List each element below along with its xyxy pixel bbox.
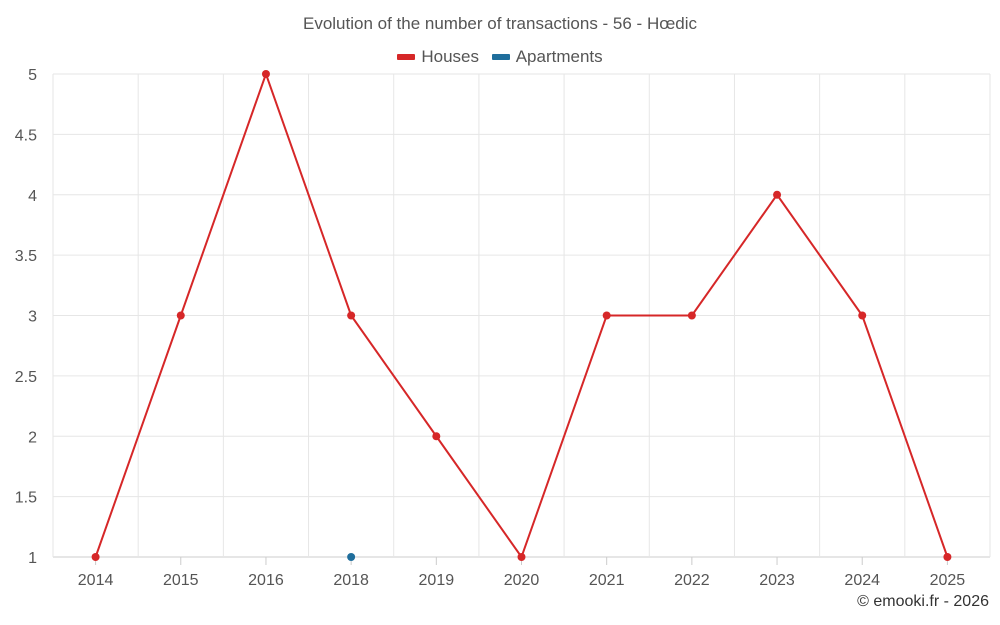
- x-tick-label: 2015: [163, 572, 199, 589]
- x-tick-label: 2018: [333, 572, 369, 589]
- series-houses: [91, 70, 952, 561]
- grid: [52, 73, 991, 558]
- y-tick-label: 1.5: [15, 490, 37, 507]
- x-tick-label: 2025: [930, 572, 966, 589]
- x-tick-label: 2022: [674, 572, 710, 589]
- series-apartments: [347, 553, 356, 561]
- y-tick-label: 2: [28, 429, 37, 446]
- legend: Houses Apartments: [0, 45, 1000, 67]
- legend-label-houses: Houses: [421, 47, 479, 66]
- data-point-houses[interactable]: [91, 553, 100, 561]
- data-point-houses[interactable]: [858, 311, 867, 320]
- data-point-houses[interactable]: [687, 311, 696, 320]
- legend-item-houses[interactable]: Houses: [397, 47, 479, 67]
- axes: 1 1.5 2 2.5 3 3.5 4 4.5 5 2014 2015 2016 2018 2019 202…: [15, 67, 966, 589]
- data-point-houses[interactable]: [432, 432, 441, 441]
- y-tick-label: 4: [28, 188, 37, 205]
- legend-swatch-houses: [397, 54, 416, 60]
- legend-swatch-apartments: [491, 54, 510, 60]
- data-point-houses[interactable]: [517, 553, 526, 561]
- x-tick-label: 2020: [504, 572, 540, 589]
- x-tick-label: 2014: [78, 572, 114, 589]
- y-tick-label: 5: [28, 67, 37, 84]
- data-point-houses[interactable]: [347, 311, 356, 320]
- x-tick-label: 2021: [589, 572, 625, 589]
- legend-item-apartments[interactable]: Apartments: [491, 47, 603, 67]
- legend-label-apartments: Apartments: [515, 47, 603, 66]
- x-tick-label: 2019: [419, 572, 455, 589]
- y-tick-label: 1: [28, 550, 37, 567]
- data-point-houses[interactable]: [176, 311, 185, 320]
- chart-title: Evolution of the number of transactions …: [302, 14, 697, 33]
- y-tick-label: 2.5: [15, 369, 37, 386]
- y-tick-label: 3: [28, 309, 37, 326]
- data-point-houses[interactable]: [773, 190, 782, 199]
- x-tick-label: 2024: [844, 572, 880, 589]
- data-point-houses[interactable]: [261, 70, 270, 78]
- data-point-houses[interactable]: [943, 553, 952, 561]
- y-tick-label: 4.5: [15, 127, 37, 144]
- data-point-houses[interactable]: [602, 311, 611, 320]
- y-tick-label: 3.5: [15, 248, 37, 265]
- credit: © emooki.fr - 2026: [857, 593, 989, 610]
- x-tick-label: 2016: [248, 572, 284, 589]
- x-tick-label: 2023: [759, 572, 795, 589]
- data-point-apartments[interactable]: [347, 553, 356, 561]
- series: [91, 70, 952, 561]
